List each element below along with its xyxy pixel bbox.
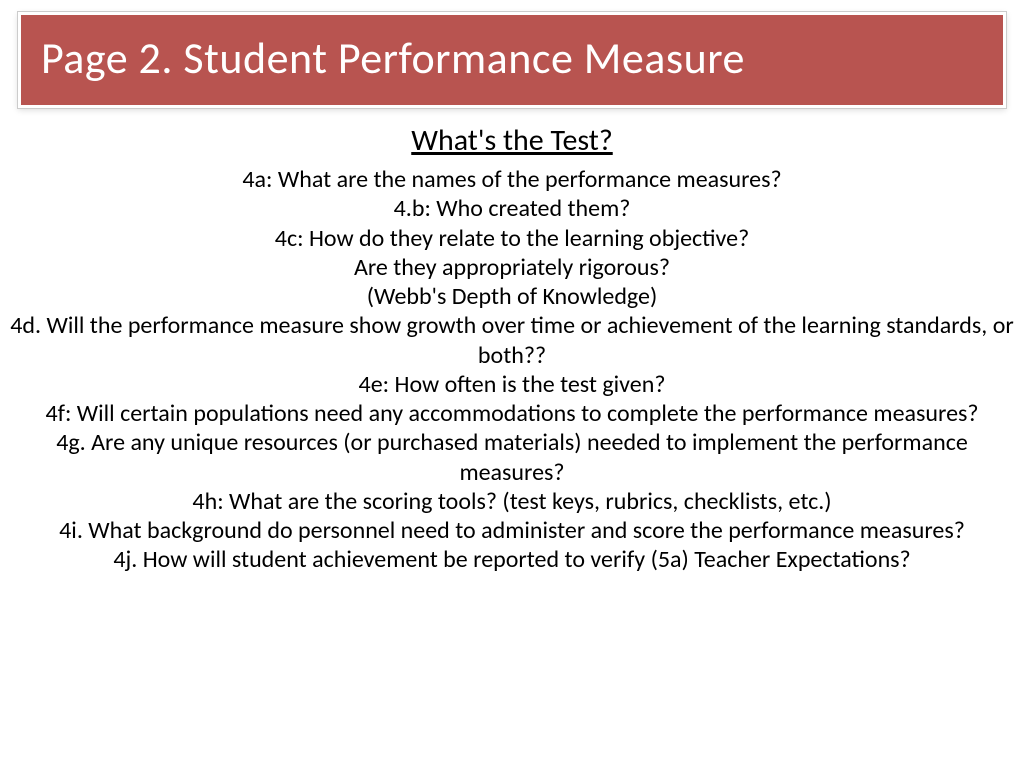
body-line: Are they appropriately rigorous? <box>10 253 1014 282</box>
title-banner: Page 2. Student Performance Measure <box>18 12 1006 108</box>
body-line: 4c: How do they relate to the learning o… <box>10 224 1014 253</box>
body-line: 4g. Are any unique resources (or purchas… <box>10 428 1014 487</box>
body-line: 4e: How often is the test given? <box>10 370 1014 399</box>
subtitle: What's the Test? <box>0 122 1024 159</box>
body-line: 4h: What are the scoring tools? (test ke… <box>10 487 1014 516</box>
page-title: Page 2. Student Performance Measure <box>41 31 983 85</box>
body-line: 4a: What are the names of the performanc… <box>10 165 1014 194</box>
body-line: 4d. Will the performance measure show gr… <box>10 311 1014 370</box>
body-line: (Webb's Depth of Knowledge) <box>10 282 1014 311</box>
body-line: 4.b: Who created them? <box>10 194 1014 223</box>
body-content: 4a: What are the names of the performanc… <box>0 165 1024 575</box>
body-line: 4f: Will certain populations need any ac… <box>10 399 1014 428</box>
body-line: 4i. What background do personnel need to… <box>10 516 1014 545</box>
body-line: 4j. How will student achievement be repo… <box>10 545 1014 574</box>
